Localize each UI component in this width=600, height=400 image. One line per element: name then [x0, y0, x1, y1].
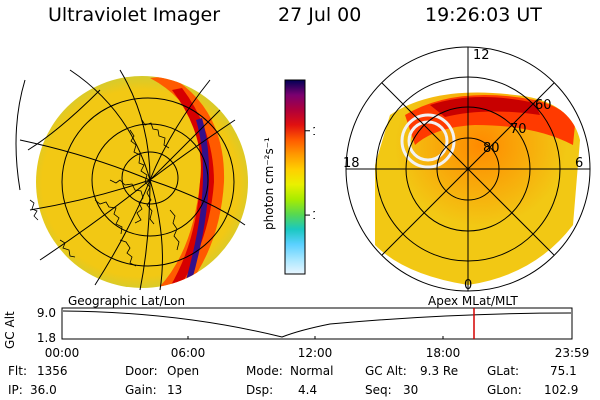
mode-value: Normal: [290, 364, 334, 378]
lat-lon-grid: [15, 69, 246, 291]
gcalt-label: GC Alt:: [365, 364, 407, 378]
colorbar-scale: [284, 79, 306, 275]
observation-date: 27 Jul 00: [278, 4, 362, 26]
altitude-xtick-1200: 12:00: [298, 346, 333, 360]
colorbar: 100 10 photon cm⁻²s⁻¹: [262, 79, 315, 275]
altitude-xtick-1800: 18:00: [426, 346, 461, 360]
mlt-label-6: 6: [575, 156, 583, 171]
instrument-title: Ultraviolet Imager: [48, 4, 221, 26]
seq-value: 30: [403, 383, 419, 397]
apex-polar-map: 12 18 6 0 60 70 80: [343, 46, 591, 293]
altitude-xtick-0000: 00:00: [45, 346, 80, 360]
mode-label: Mode:: [246, 364, 283, 378]
altitude-curve: [62, 310, 572, 338]
colorbar-unit-label: photon cm⁻²s⁻¹: [262, 137, 276, 230]
geographic-label: Geographic Lat/Lon: [68, 294, 186, 308]
glat-label: GLat:: [487, 364, 520, 378]
mlt-label-12: 12: [473, 48, 490, 63]
altitude-ytick-low: 1.8: [37, 331, 56, 345]
colorbar-tick-label: 10: [312, 209, 315, 222]
dsp-label: Dsp:: [246, 383, 274, 397]
dsp-value: 4.4: [298, 383, 318, 397]
mlt-label-0: 0: [464, 278, 472, 293]
door-value: Open: [167, 364, 200, 378]
mlat-label-70: 70: [510, 122, 527, 137]
observation-time: 19:26:03 UT: [425, 4, 542, 26]
gcalt-value: 9.3 Re: [420, 364, 459, 378]
altitude-axis-label: GC Alt: [3, 311, 17, 349]
glat-value: 75.1: [550, 364, 577, 378]
altitude-plot-frame: [61, 307, 573, 340]
ip-label: IP:: [8, 383, 23, 397]
mlat-label-80: 80: [483, 141, 500, 156]
altitude-xticks: [187, 336, 444, 339]
door-label: Door:: [125, 364, 158, 378]
ip-value: 36.0: [30, 383, 57, 397]
flt-value: 1356: [37, 364, 68, 378]
mlt-label-18: 18: [343, 156, 360, 171]
altitude-ytick-high: 9.0: [37, 306, 56, 320]
auroral-oval: [150, 76, 225, 288]
gain-value: 13: [167, 383, 183, 397]
altitude-xtick-0600: 06:00: [171, 346, 206, 360]
glon-value: 102.9: [544, 383, 579, 397]
flt-label: Flt:: [8, 364, 27, 378]
mlat-label-60: 60: [535, 98, 552, 113]
seq-label: Seq:: [365, 383, 392, 397]
altitude-plot: GC Alt 9.0 1.8 00:00 06:00 12:00 18:00 2…: [3, 306, 590, 360]
polar-grid: [345, 46, 591, 292]
colorbar-tick-label: 100: [312, 125, 315, 138]
glon-label: GLon:: [487, 383, 522, 397]
dayside-peak: [430, 96, 540, 117]
geographic-map: [15, 69, 248, 291]
apex-label: Apex MLat/MLT: [428, 294, 518, 308]
altitude-xtick-2359: 23:59: [555, 346, 590, 360]
gain-label: Gain:: [125, 383, 157, 397]
coastlines: [29, 119, 180, 267]
